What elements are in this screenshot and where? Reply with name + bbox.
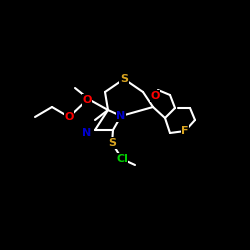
Text: O: O — [82, 95, 92, 105]
Text: O: O — [64, 112, 74, 122]
Text: S: S — [108, 138, 116, 148]
Text: F: F — [181, 126, 189, 136]
Text: O: O — [150, 91, 160, 101]
Text: Cl: Cl — [116, 154, 128, 164]
Text: N: N — [116, 111, 126, 121]
Text: S: S — [120, 74, 128, 84]
Text: N: N — [82, 128, 92, 138]
